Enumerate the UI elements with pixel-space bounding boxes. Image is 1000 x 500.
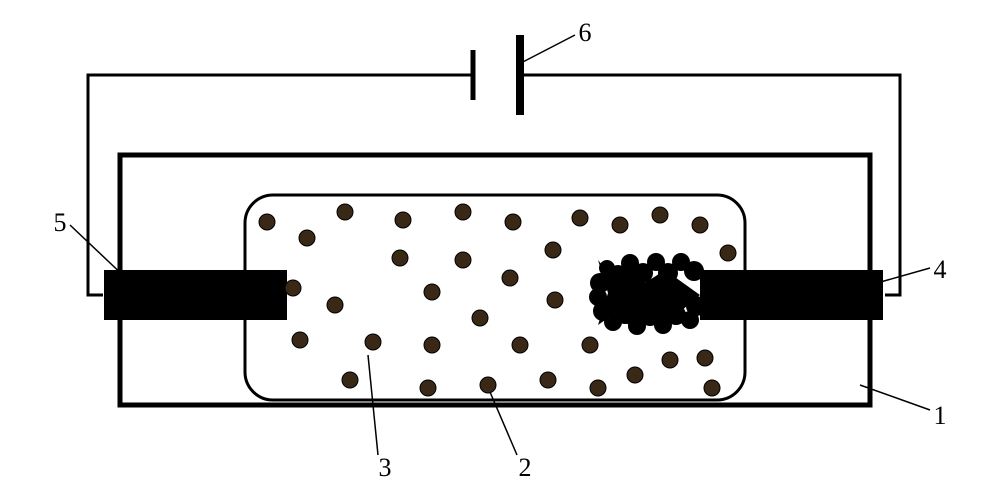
label-l5: 5 <box>54 208 67 237</box>
wire-right <box>520 75 900 295</box>
right-electrode <box>700 270 883 320</box>
label-l6: 6 <box>579 18 592 47</box>
label-l3: 3 <box>379 453 392 482</box>
wire-left <box>88 75 473 295</box>
label-l4: 4 <box>934 255 947 284</box>
label-l1: 1 <box>934 401 947 430</box>
label-l2: 2 <box>519 453 532 482</box>
leader-l6 <box>517 35 575 65</box>
left-electrode <box>104 270 287 320</box>
electrochemical-diagram: 1 2 3 4 5 6 <box>0 0 1000 500</box>
